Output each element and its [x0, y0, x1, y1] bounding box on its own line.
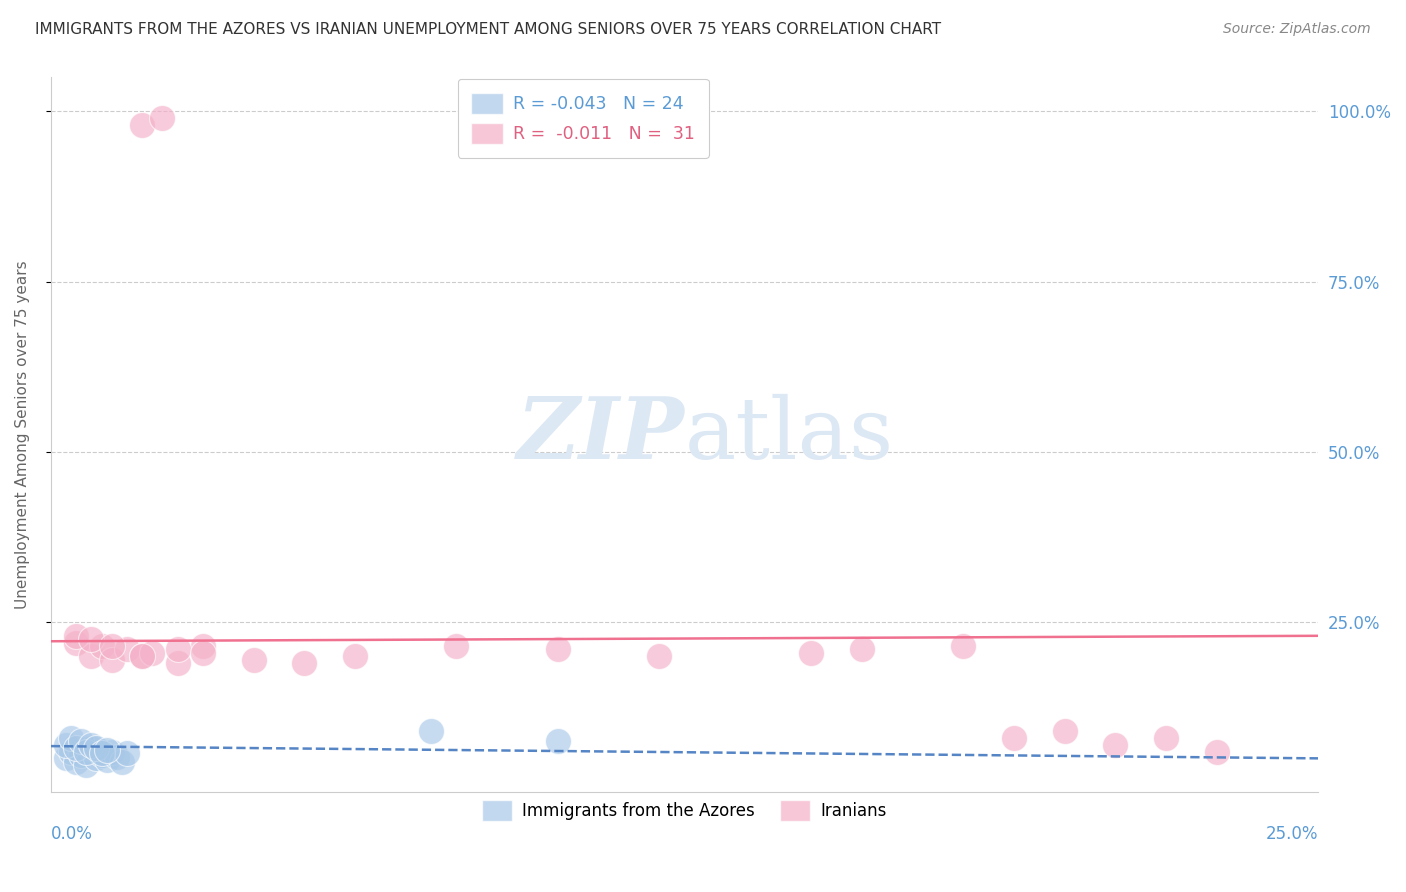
Point	[1002, 731, 1025, 745]
Point	[115, 746, 138, 760]
Point	[191, 639, 214, 653]
Point	[446, 639, 468, 653]
Point	[1104, 738, 1126, 752]
Point	[952, 639, 974, 653]
Point	[65, 755, 87, 769]
Point	[80, 741, 103, 756]
Point	[65, 741, 87, 756]
Point	[420, 724, 443, 739]
Point	[1053, 724, 1076, 739]
Text: 25.0%: 25.0%	[1265, 824, 1319, 843]
Point	[1154, 731, 1177, 745]
Point	[55, 738, 77, 752]
Point	[96, 743, 118, 757]
Text: ZIP: ZIP	[516, 393, 685, 476]
Point	[96, 753, 118, 767]
Point	[65, 635, 87, 649]
Point	[547, 734, 569, 748]
Point	[648, 649, 671, 664]
Point	[800, 646, 823, 660]
Point	[86, 751, 108, 765]
Point	[90, 746, 112, 760]
Point	[547, 642, 569, 657]
Point	[80, 738, 103, 752]
Legend: Immigrants from the Azores, Iranians: Immigrants from the Azores, Iranians	[470, 787, 900, 834]
Text: Source: ZipAtlas.com: Source: ZipAtlas.com	[1223, 22, 1371, 37]
Point	[90, 747, 112, 762]
Point	[150, 112, 173, 126]
Point	[166, 656, 188, 670]
Y-axis label: Unemployment Among Seniors over 75 years: Unemployment Among Seniors over 75 years	[15, 260, 30, 609]
Point	[105, 750, 128, 764]
Point	[100, 639, 122, 653]
Point	[851, 642, 873, 657]
Point	[65, 629, 87, 643]
Point	[115, 642, 138, 657]
Point	[111, 755, 134, 769]
Point	[70, 747, 93, 762]
Point	[86, 741, 108, 756]
Text: atlas: atlas	[685, 393, 894, 476]
Point	[90, 639, 112, 653]
Point	[131, 649, 153, 664]
Point	[100, 745, 122, 759]
Point	[242, 652, 264, 666]
Point	[166, 642, 188, 657]
Point	[141, 646, 163, 660]
Point	[191, 646, 214, 660]
Point	[292, 656, 315, 670]
Text: IMMIGRANTS FROM THE AZORES VS IRANIAN UNEMPLOYMENT AMONG SENIORS OVER 75 YEARS C: IMMIGRANTS FROM THE AZORES VS IRANIAN UN…	[35, 22, 941, 37]
Point	[1205, 745, 1227, 759]
Point	[80, 632, 103, 647]
Point	[60, 731, 83, 745]
Point	[131, 118, 153, 132]
Point	[344, 649, 367, 664]
Point	[100, 652, 122, 666]
Point	[55, 751, 77, 765]
Point	[75, 745, 97, 759]
Point	[70, 734, 93, 748]
Point	[80, 649, 103, 664]
Point	[75, 758, 97, 772]
Point	[60, 745, 83, 759]
Text: 0.0%: 0.0%	[51, 824, 93, 843]
Point	[131, 649, 153, 664]
